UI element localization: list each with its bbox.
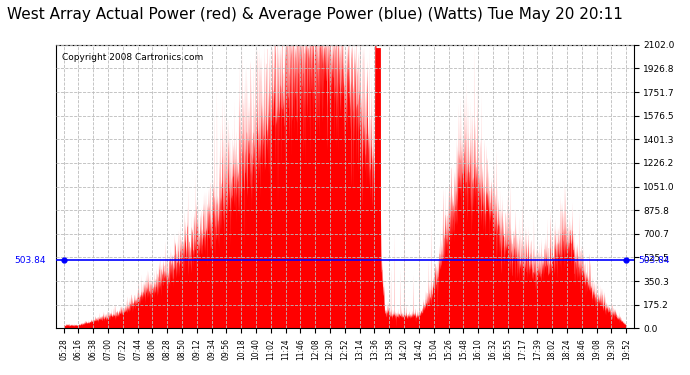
Text: 503.84: 503.84 (14, 256, 46, 265)
Text: Copyright 2008 Cartronics.com: Copyright 2008 Cartronics.com (62, 53, 203, 62)
Text: 503.84: 503.84 (638, 256, 669, 265)
Text: West Array Actual Power (red) & Average Power (blue) (Watts) Tue May 20 20:11: West Array Actual Power (red) & Average … (7, 8, 623, 22)
